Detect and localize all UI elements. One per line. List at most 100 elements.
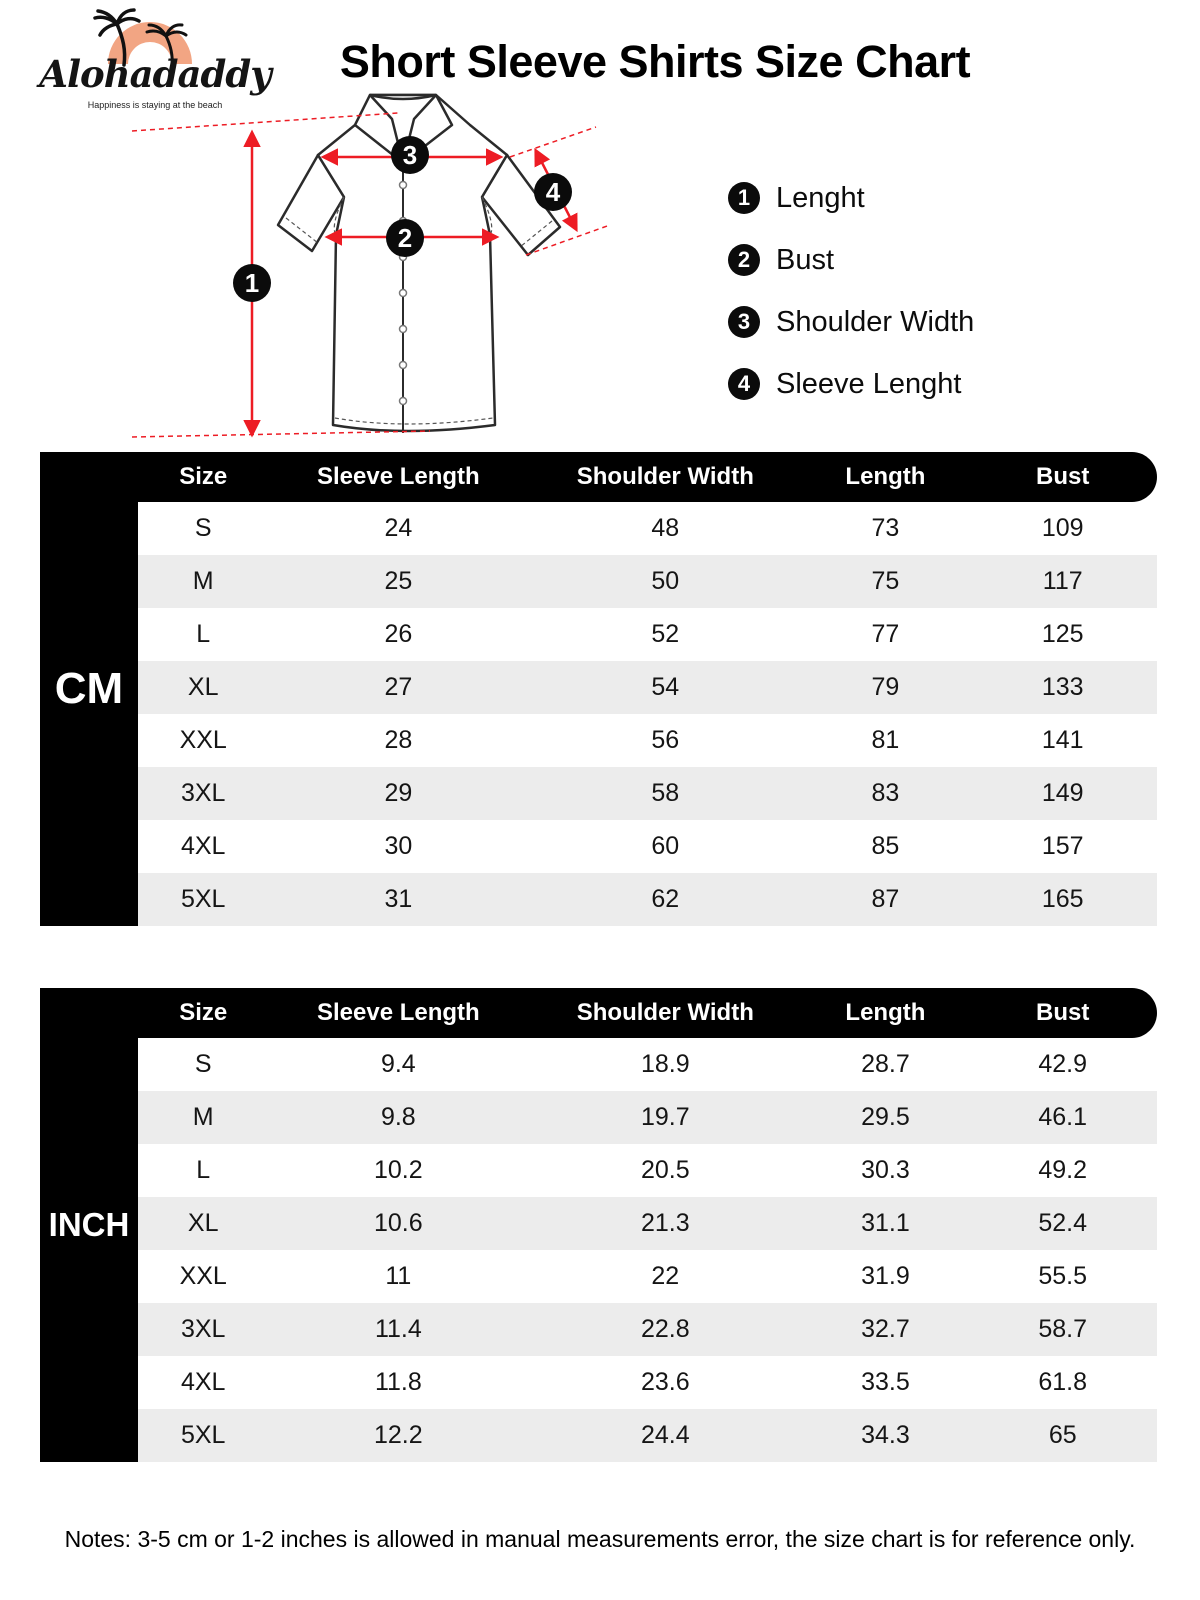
value-cell: 62: [651, 885, 680, 913]
legend-label: Bust: [776, 243, 835, 276]
value-cell: 22: [651, 1262, 680, 1290]
value-cell: 61.8: [1038, 1368, 1088, 1396]
column-header-size: Size: [179, 463, 228, 490]
value-cell: 25: [384, 567, 413, 595]
diagram-marker-sleeve: 4: [534, 173, 572, 211]
value-cell: 20.5: [640, 1156, 690, 1184]
value-cell: 117: [1042, 567, 1083, 595]
size-cell: L: [196, 1156, 211, 1184]
value-cell: 54: [651, 673, 680, 701]
brand-name: Alohadaddy: [39, 52, 271, 96]
value-cell: 77: [871, 620, 900, 648]
diagram-marker-bust: 2: [386, 219, 424, 257]
column-header-bust: Bust: [1036, 999, 1090, 1026]
value-cell: 149: [1041, 779, 1084, 807]
cm-table-header: Size Sleeve Length Shoulder Width Length…: [40, 452, 1157, 502]
value-cell: 52.4: [1038, 1209, 1088, 1237]
value-cell: 31.1: [861, 1209, 910, 1237]
value-cell: 85: [871, 832, 900, 860]
column-header-length: Length: [845, 463, 926, 490]
value-cell: 27: [384, 673, 413, 701]
size-cell: L: [196, 620, 211, 648]
legend-label: Lenght: [776, 181, 865, 214]
column-header-sleeve-length: Sleeve Length: [316, 999, 480, 1026]
table-row: XXL 11 22 31.9 55.5: [138, 1250, 1157, 1303]
value-cell: 141: [1041, 726, 1084, 754]
inch-table-body: S 9.4 18.9 28.7 42.9 M 9.8 19.7 29.5 46.1 L 10.2 20.…: [138, 1038, 1157, 1462]
measurement-legend: 1 Lenght 2 Bust 3 Shoulder Width 4 Sleev…: [728, 180, 974, 428]
brand-logo: Alohadaddy Happiness is staying at the b…: [35, 6, 275, 116]
table-row: M 25 50 75 117: [138, 555, 1157, 608]
value-cell: 11: [385, 1262, 412, 1290]
value-cell: 87: [871, 885, 900, 913]
palm-sunset-logo-icon: [93, 8, 192, 68]
value-cell: 56: [651, 726, 680, 754]
column-header-length: Length: [845, 999, 926, 1026]
value-cell: 29: [384, 779, 413, 807]
value-cell: 11.8: [374, 1368, 422, 1396]
diagram-marker-length: 1: [233, 264, 271, 302]
value-cell: 52: [651, 620, 680, 648]
value-cell: 24.4: [640, 1421, 690, 1449]
table-row: 3XL 29 58 83 149: [138, 767, 1157, 820]
value-cell: 29.5: [861, 1103, 910, 1131]
value-cell: 23.6: [640, 1368, 690, 1396]
unit-label-cm: CM: [40, 452, 138, 926]
value-cell: 33.5: [861, 1368, 910, 1396]
column-header-sleeve-length: Sleeve Length: [316, 463, 480, 490]
legend-number-icon: 2: [728, 244, 760, 276]
size-cell: M: [192, 1103, 214, 1131]
size-cell: 5XL: [180, 885, 226, 913]
value-cell: 48: [651, 514, 680, 542]
notes-text: Notes: 3-5 cm or 1-2 inches is allowed i…: [64, 1526, 1136, 1552]
table-row: S 9.4 18.9 28.7 42.9: [138, 1038, 1157, 1091]
value-cell: 10.6: [374, 1209, 423, 1237]
shirt-placket: [398, 163, 408, 433]
value-cell: 32.7: [861, 1315, 910, 1343]
value-cell: 49.2: [1038, 1156, 1088, 1184]
value-cell: 9.4: [380, 1050, 416, 1078]
size-cell: 3XL: [180, 779, 226, 807]
value-cell: 60: [651, 832, 680, 860]
size-cell: 4XL: [180, 832, 226, 860]
diagram-marker-shoulder: 3: [391, 136, 429, 174]
table-row: 5XL 12.2 24.4 34.3 65: [138, 1409, 1157, 1462]
value-cell: 50: [651, 567, 680, 595]
value-cell: 18.9: [640, 1050, 690, 1078]
table-row: 5XL 31 62 87 165: [138, 873, 1157, 926]
size-cell: XXL: [179, 726, 227, 754]
size-cell: XL: [187, 1209, 219, 1237]
value-cell: 73: [871, 514, 900, 542]
page-title: Short Sleeve Shirts Size Chart: [339, 36, 971, 87]
value-cell: 11.4: [374, 1315, 422, 1343]
column-header-bust: Bust: [1036, 463, 1090, 490]
value-cell: 46.1: [1038, 1103, 1088, 1131]
shirt-diagram: [131, 93, 611, 438]
size-cell: XXL: [179, 1262, 227, 1290]
table-row: 3XL 11.4 22.8 32.7 58.7: [138, 1303, 1157, 1356]
legend-number-icon: 3: [728, 306, 760, 338]
value-cell: 125: [1041, 620, 1084, 648]
value-cell: 9.8: [380, 1103, 416, 1131]
legend-item-shoulder-width: 3 Shoulder Width: [728, 304, 974, 340]
value-cell: 19.7: [640, 1103, 690, 1131]
table-row: 4XL 11.8 23.6 33.5 61.8: [138, 1356, 1157, 1409]
size-cell: 5XL: [180, 1421, 226, 1449]
value-cell: 24: [384, 514, 413, 542]
column-header-shoulder-width: Shoulder Width: [576, 463, 754, 490]
value-cell: 65: [1048, 1421, 1077, 1449]
table-row: S 24 48 73 109: [138, 502, 1157, 555]
legend-item-length: 1 Lenght: [728, 180, 974, 216]
table-row: L 10.2 20.5 30.3 49.2: [138, 1144, 1157, 1197]
value-cell: 28.7: [861, 1050, 910, 1078]
table-row: 4XL 30 60 85 157: [138, 820, 1157, 873]
inch-size-table: Size Sleeve Length Shoulder Width Length…: [40, 988, 1157, 1462]
table-row: XL 27 54 79 133: [138, 661, 1157, 714]
legend-label: Sleeve Lenght: [776, 367, 962, 400]
legend-item-sleeve-length: 4 Sleeve Lenght: [728, 366, 974, 402]
value-cell: 30.3: [861, 1156, 910, 1184]
legend-number-icon: 1: [728, 182, 760, 214]
value-cell: 58: [651, 779, 680, 807]
table-row: L 26 52 77 125: [138, 608, 1157, 661]
